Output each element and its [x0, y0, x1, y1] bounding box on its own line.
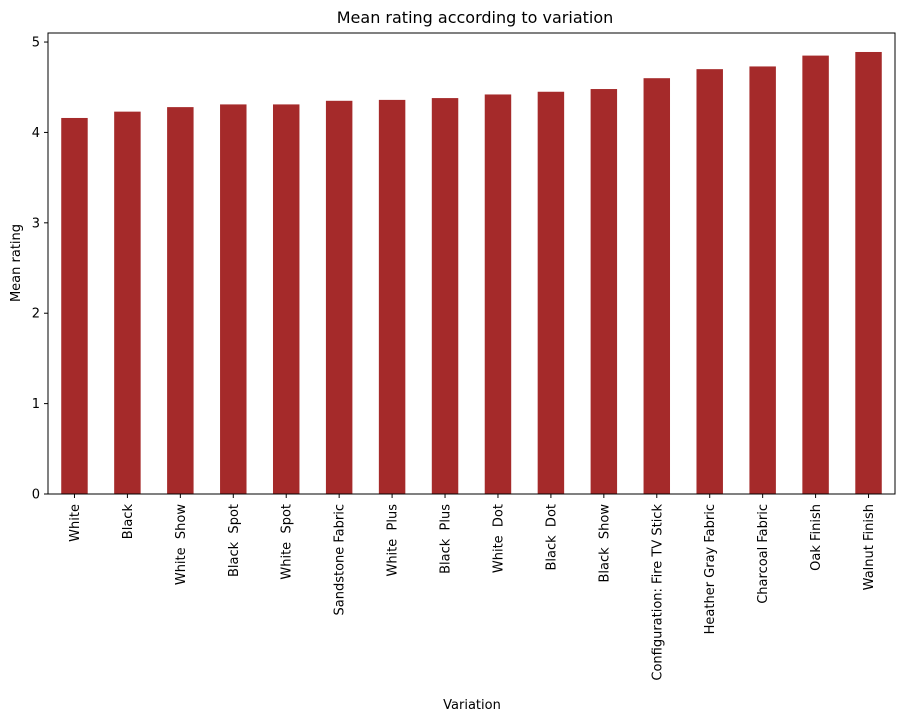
y-axis-label: Mean rating — [9, 224, 24, 302]
bar-11 — [643, 78, 671, 494]
bar-5 — [325, 100, 353, 494]
y-tick-label-5: 5 — [32, 36, 40, 51]
bar-14 — [802, 55, 829, 495]
x-tick-label-4: White Spot — [280, 504, 295, 580]
y-tick-label-3: 3 — [32, 216, 40, 231]
bar-12 — [696, 69, 723, 494]
x-tick-label-10: Black Show — [597, 504, 612, 583]
x-tick-label-8: White Dot — [491, 504, 506, 573]
y-tick-label-1: 1 — [32, 397, 40, 412]
bar-7 — [431, 98, 459, 495]
x-tick-label-2: White Show — [174, 504, 189, 586]
bar-8 — [484, 94, 512, 494]
y-tick-label-4: 4 — [32, 126, 40, 141]
bars-group — [61, 51, 882, 495]
bar-9 — [537, 91, 565, 494]
x-tick-label-0: White — [68, 504, 83, 542]
x-tick-label-1: Black — [121, 504, 136, 540]
plot-frame — [47, 32, 896, 495]
y-tick-label-2: 2 — [32, 307, 40, 322]
x-tick-label-3: Black Spot — [227, 504, 242, 577]
x-axis-ticks: White Black White Show Black Spot White Spot… — [68, 494, 877, 681]
bar-13 — [749, 66, 776, 494]
bar-10 — [590, 89, 618, 494]
x-axis-label: Variation — [443, 698, 501, 713]
bar-4 — [272, 104, 300, 495]
x-tick-label-6: White Plus — [386, 504, 401, 577]
y-tick-label-0: 0 — [32, 488, 40, 503]
x-tick-label-9: Black Dot — [544, 504, 559, 571]
bar-2 — [167, 107, 194, 494]
x-tick-label-5: Sandstone Fabric — [333, 504, 348, 616]
bar-0 — [61, 117, 88, 494]
x-tick-label-15: Walnut Finish — [862, 504, 877, 590]
bar-3 — [220, 104, 247, 495]
bar-6 — [378, 99, 406, 494]
x-tick-label-12: Heather Gray Fabric — [703, 504, 718, 634]
x-tick-label-14: Oak Finish — [809, 504, 824, 571]
chart-title: Mean rating according to variation — [337, 8, 614, 27]
bar-15 — [855, 51, 882, 494]
x-tick-label-11: Configuration: Fire TV Stick — [650, 504, 665, 681]
x-tick-label-13: Charcoal Fabric — [756, 504, 771, 604]
bar-1 — [114, 111, 141, 494]
x-tick-label-7: Black Plus — [439, 504, 454, 574]
y-axis-ticks: 0 1 2 3 4 5 — [32, 36, 48, 503]
